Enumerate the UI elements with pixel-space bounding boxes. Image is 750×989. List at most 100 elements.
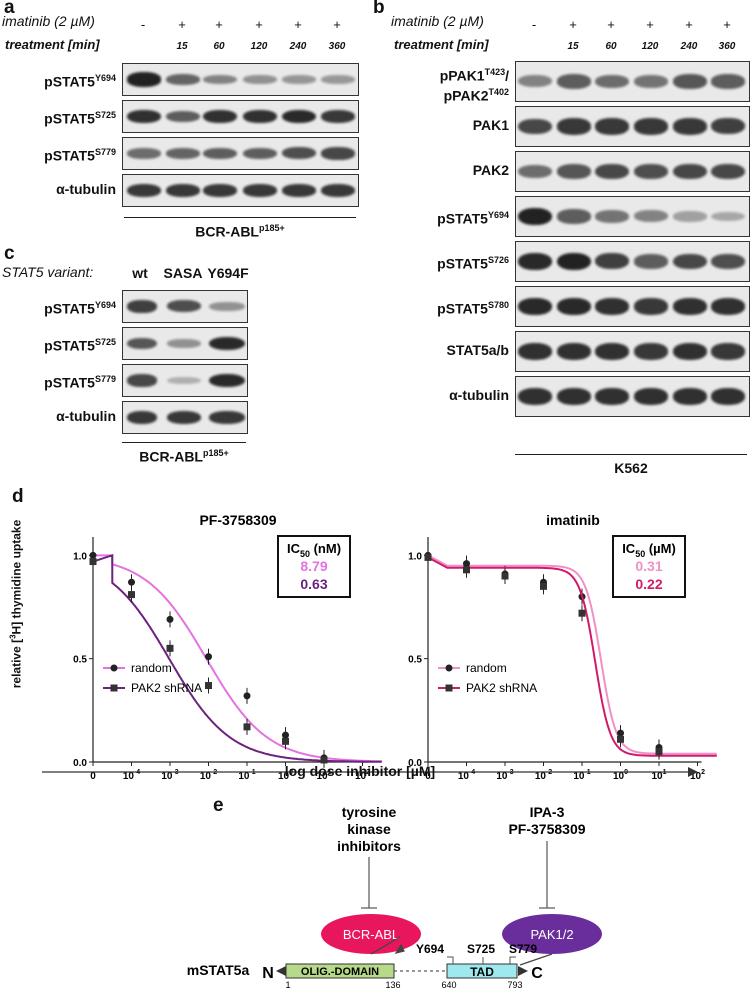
pak-inhib-line-1: IPA-3 — [530, 804, 565, 820]
legend-marker — [110, 664, 118, 672]
ic50-box — [277, 535, 351, 598]
b-band — [673, 253, 707, 270]
c-cell-line: BCR-ABLp185+ — [139, 448, 229, 465]
olig-label: OLIG.-DOMAIN — [301, 966, 379, 978]
c-cell-underline — [122, 442, 246, 443]
c-blot — [122, 401, 248, 434]
b-band — [634, 388, 668, 405]
b-band — [711, 343, 745, 360]
series-curve — [92, 553, 382, 763]
ic50-box — [612, 535, 686, 598]
b-band — [634, 254, 668, 269]
data-point — [540, 582, 547, 590]
b-band — [518, 164, 552, 179]
c-blot — [122, 290, 248, 323]
a-blot — [122, 137, 359, 170]
x-tick-label: 0 — [90, 771, 96, 782]
pak-inhibitor-label: IPA-3 PF-3758309 — [508, 804, 585, 837]
b-lane-mark: - — [531, 17, 537, 32]
b-blot — [515, 106, 750, 147]
c-band — [127, 337, 157, 350]
a-band — [166, 110, 200, 123]
y-tick-label: 0.5 — [73, 655, 87, 666]
data-point — [463, 566, 470, 574]
data-point — [578, 609, 586, 617]
c-band — [167, 300, 201, 313]
b-band — [557, 164, 591, 179]
c-row-label: pSTAT5Y694 — [44, 299, 116, 317]
b-time-label: treatment [min] — [394, 37, 489, 52]
x-tick-label: 0 — [425, 771, 431, 782]
c-blot — [122, 327, 248, 360]
series-curve — [93, 554, 382, 763]
b-band — [595, 343, 629, 360]
b-treatment-label: imatinib (2 µM) — [391, 13, 484, 29]
pak12-ellipse — [502, 914, 602, 954]
b-band — [557, 297, 591, 316]
a-lane-time: 60 — [213, 41, 225, 52]
b-row-label: pSTAT5S780 — [437, 299, 509, 317]
c-band — [209, 302, 245, 311]
residue-positions: 1 136 640 793 — [285, 980, 522, 989]
tad-domain — [446, 963, 518, 979]
a-band — [127, 72, 161, 87]
c-variant-1: SASA — [163, 265, 203, 281]
b-row-label: α-tubulin — [449, 386, 509, 403]
b-row-label: PAK2 — [472, 161, 509, 178]
b-lane-mark: + — [723, 17, 731, 32]
b-blot — [515, 331, 750, 372]
b-lane-time: 15 — [567, 41, 579, 52]
tki-line-2: kinase — [347, 821, 391, 837]
site-ticks — [447, 956, 516, 964]
a-lane-mark: + — [333, 17, 341, 32]
b-band — [673, 298, 707, 315]
pos-1: 1 — [285, 980, 290, 989]
b-band — [557, 388, 591, 405]
a-band — [203, 183, 237, 198]
a-blot — [122, 174, 359, 207]
b-band — [557, 252, 591, 271]
b-row-label: PAK1 — [472, 116, 509, 133]
c-variant-0: wt — [132, 265, 148, 281]
b-band — [673, 118, 707, 135]
n-term: N — [262, 965, 274, 982]
site-y694: Y694 — [416, 942, 444, 956]
phospho-arrows — [370, 936, 553, 966]
a-band — [203, 109, 237, 124]
b-band — [518, 388, 552, 405]
chart-title: imatinib — [546, 512, 600, 528]
b-band — [518, 252, 552, 271]
panel-letter-a: a — [4, 0, 15, 18]
b-lane-time: 240 — [680, 41, 698, 52]
b-lane-time: 60 — [605, 41, 617, 52]
b-band — [711, 211, 745, 222]
a-band — [243, 183, 277, 198]
ic50-value: 0.22 — [635, 576, 662, 592]
a-lane-time: 15 — [176, 41, 188, 52]
b-cell-line: K562 — [614, 460, 648, 476]
pos-793: 793 — [507, 980, 522, 989]
c-band — [127, 410, 157, 425]
tki-line-3: inhibitors — [337, 838, 401, 854]
a-treatment-label: imatinib (2 µM) — [2, 13, 95, 29]
legend-label: PAK2 shRNA — [466, 681, 537, 695]
site-s725: S725 — [467, 942, 495, 956]
a-band — [282, 147, 316, 160]
data-point — [166, 615, 174, 623]
c-row-label: pSTAT5S725 — [44, 336, 116, 354]
a-band — [282, 183, 316, 198]
data-point — [243, 692, 251, 700]
b-band — [595, 253, 629, 270]
c-band — [167, 339, 201, 348]
b-band — [634, 343, 668, 360]
b-band — [711, 163, 745, 180]
a-band — [243, 147, 277, 160]
b-cell-underline — [515, 454, 747, 455]
b-band — [518, 297, 552, 316]
b-band — [595, 388, 629, 405]
sites: Y694 S725 S779 — [416, 942, 537, 956]
b-band — [595, 118, 629, 135]
chart-pf3758309: PF-37583090.00.51.0010-410-310-210-11001… — [73, 512, 382, 782]
chart-imatinib: imatinib0.00.51.0010-410-310-210-1100101… — [408, 512, 717, 782]
b-row-label: STAT5a/b — [446, 341, 510, 358]
